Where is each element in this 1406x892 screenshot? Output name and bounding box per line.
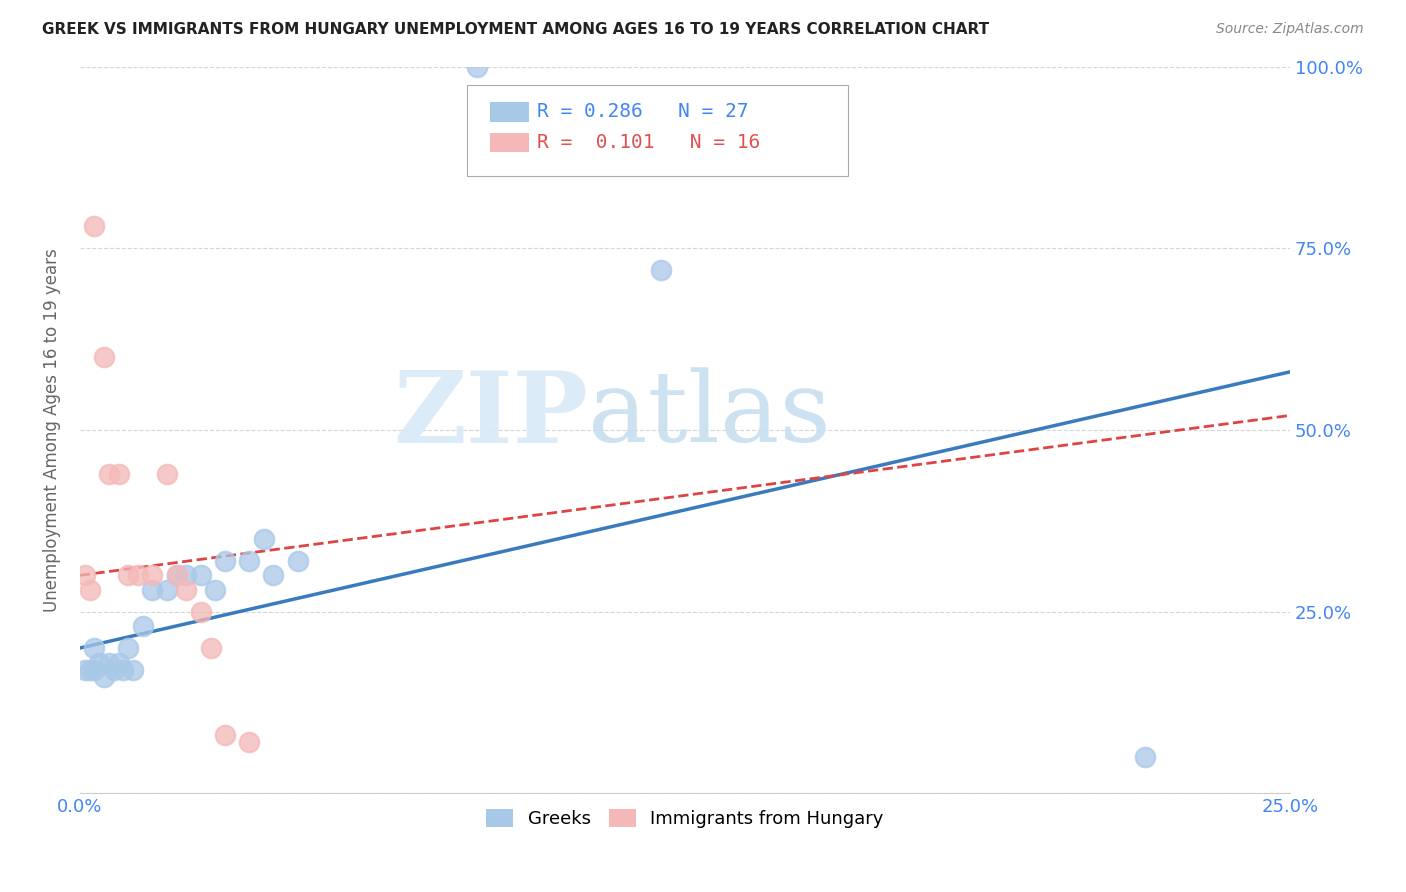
Point <box>190 605 212 619</box>
Point <box>112 663 135 677</box>
Legend: Greeks, Immigrants from Hungary: Greeks, Immigrants from Hungary <box>479 801 891 835</box>
Point <box>107 467 129 481</box>
Point <box>156 467 179 481</box>
Text: ZIP: ZIP <box>394 367 588 464</box>
Point <box>89 656 111 670</box>
Point <box>79 582 101 597</box>
Point <box>176 568 198 582</box>
Point <box>73 568 96 582</box>
Point <box>127 568 149 582</box>
Point <box>79 663 101 677</box>
Point <box>83 219 105 234</box>
Point <box>93 351 115 365</box>
Point <box>97 656 120 670</box>
Point <box>83 663 105 677</box>
Point <box>132 619 155 633</box>
Text: R = 0.286   N = 27: R = 0.286 N = 27 <box>537 103 749 121</box>
Point <box>287 554 309 568</box>
Point <box>238 554 260 568</box>
FancyBboxPatch shape <box>467 85 848 176</box>
Point <box>117 640 139 655</box>
Point <box>214 728 236 742</box>
Point <box>107 656 129 670</box>
Point <box>253 532 276 546</box>
Point <box>166 568 188 582</box>
Point <box>176 582 198 597</box>
Point <box>263 568 285 582</box>
Point <box>117 568 139 582</box>
Point <box>83 640 105 655</box>
Point <box>73 663 96 677</box>
Point <box>190 568 212 582</box>
Point <box>141 582 163 597</box>
Point <box>166 568 188 582</box>
Point <box>214 554 236 568</box>
Point <box>1133 750 1156 764</box>
FancyBboxPatch shape <box>491 103 529 122</box>
Point <box>93 670 115 684</box>
Point <box>650 263 672 277</box>
Point <box>200 640 222 655</box>
FancyBboxPatch shape <box>491 133 529 153</box>
Text: R =  0.101   N = 16: R = 0.101 N = 16 <box>537 133 761 152</box>
Point <box>97 467 120 481</box>
Text: Source: ZipAtlas.com: Source: ZipAtlas.com <box>1216 22 1364 37</box>
Point <box>141 568 163 582</box>
Point <box>156 582 179 597</box>
Point <box>238 735 260 749</box>
Point <box>465 60 488 74</box>
Point <box>103 663 125 677</box>
Y-axis label: Unemployment Among Ages 16 to 19 years: Unemployment Among Ages 16 to 19 years <box>44 248 60 612</box>
Point <box>122 663 145 677</box>
Text: GREEK VS IMMIGRANTS FROM HUNGARY UNEMPLOYMENT AMONG AGES 16 TO 19 YEARS CORRELAT: GREEK VS IMMIGRANTS FROM HUNGARY UNEMPLO… <box>42 22 990 37</box>
Point <box>204 582 226 597</box>
Text: atlas: atlas <box>588 368 831 463</box>
